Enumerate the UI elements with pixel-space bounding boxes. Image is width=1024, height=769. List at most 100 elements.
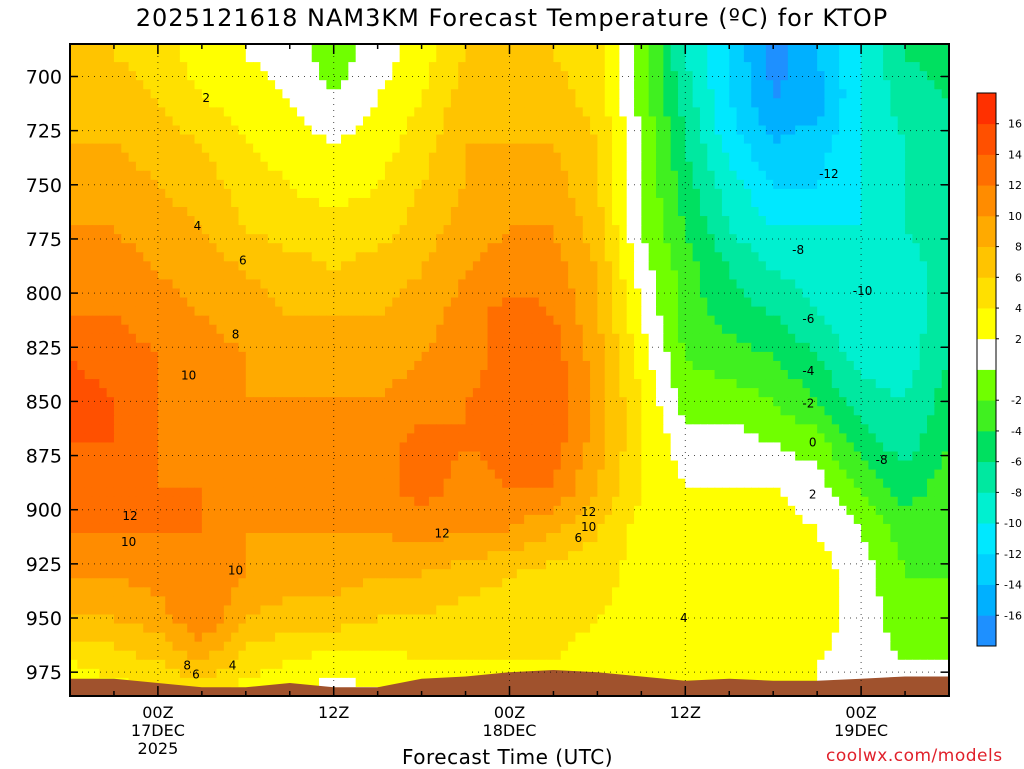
heatmap-cell: [934, 324, 943, 335]
heatmap-cell: [905, 370, 913, 380]
heatmap-cell: [319, 234, 327, 244]
heatmap-cell: [326, 170, 335, 181]
heatmap-cell: [282, 62, 291, 72]
heatmap-cell: [465, 225, 474, 235]
heatmap-cell: [326, 207, 335, 217]
heatmap-cell: [516, 415, 525, 425]
heatmap-cell: [392, 243, 401, 253]
heatmap-cell: [121, 406, 130, 416]
heatmap-cell: [465, 252, 474, 262]
heatmap-cell: [604, 170, 613, 181]
heatmap-cell: [70, 360, 78, 371]
heatmap-cell: [736, 53, 745, 63]
heatmap-cell: [575, 288, 584, 299]
heatmap-cell: [941, 207, 949, 217]
heatmap-cell: [399, 261, 408, 271]
heatmap-cell: [187, 315, 196, 326]
heatmap-cell: [736, 324, 745, 335]
heatmap-cell: [641, 207, 650, 217]
heatmap-cell: [560, 234, 569, 244]
heatmap-cell: [494, 71, 503, 81]
heatmap-cell: [282, 152, 291, 163]
heatmap-cell: [897, 170, 906, 181]
heatmap-cell: [897, 80, 906, 90]
heatmap-cell: [824, 315, 833, 326]
heatmap-cell: [861, 143, 870, 154]
heatmap-cell: [106, 234, 115, 244]
heatmap-cell: [553, 197, 562, 208]
heatmap-cell: [392, 279, 401, 290]
heatmap-cell: [677, 71, 686, 81]
heatmap-cell: [428, 152, 437, 163]
heatmap-cell: [817, 297, 826, 308]
heatmap-cell: [736, 333, 745, 344]
heatmap-cell: [809, 397, 818, 407]
heatmap-cell: [436, 324, 445, 335]
heatmap-cell: [765, 333, 774, 344]
heatmap-cell: [568, 179, 577, 190]
heatmap-cell: [458, 333, 467, 344]
heatmap-cell: [106, 415, 115, 425]
heatmap-cell: [809, 288, 818, 299]
heatmap-cell: [399, 315, 408, 326]
heatmap-cell: [685, 397, 694, 407]
heatmap-cell: [84, 62, 93, 72]
heatmap-cell: [714, 315, 723, 326]
heatmap-cell: [245, 161, 254, 172]
heatmap-cell: [377, 370, 386, 380]
heatmap-cell: [927, 370, 935, 380]
heatmap-cell: [553, 397, 562, 407]
heatmap-cell: [670, 360, 679, 371]
heatmap-cell: [568, 197, 577, 208]
heatmap-cell: [209, 360, 218, 371]
heatmap-cell: [927, 161, 935, 172]
heatmap-cell: [172, 80, 181, 90]
heatmap-cell: [121, 62, 130, 72]
heatmap-cell: [275, 62, 284, 72]
heatmap-cell: [927, 134, 935, 145]
heatmap-cell: [282, 134, 291, 145]
heatmap-cell: [436, 216, 445, 226]
heatmap-cell: [450, 315, 459, 326]
heatmap-cell: [685, 107, 694, 118]
heatmap-cell: [590, 234, 598, 244]
heatmap-cell: [201, 44, 210, 54]
heatmap-cell: [824, 360, 833, 371]
heatmap-cell: [721, 397, 730, 407]
heatmap-cell: [304, 107, 313, 118]
heatmap-cell: [319, 351, 327, 362]
heatmap-cell: [707, 297, 716, 308]
heatmap-cell: [604, 98, 613, 108]
heatmap-cell: [648, 279, 657, 290]
heatmap-cell: [121, 333, 130, 344]
heatmap-cell: [560, 216, 569, 226]
heatmap-cell: [487, 360, 496, 371]
heatmap-cell: [582, 152, 591, 163]
heatmap-cell: [619, 44, 628, 54]
heatmap-cell: [692, 342, 701, 353]
heatmap-cell: [231, 225, 240, 235]
heatmap-cell: [802, 161, 811, 172]
heatmap-cell: [597, 179, 606, 190]
heatmap-cell: [282, 270, 291, 281]
heatmap-cell: [721, 125, 730, 136]
heatmap-cell: [699, 306, 708, 317]
heatmap-cell: [260, 388, 269, 398]
heatmap-cell: [831, 342, 840, 353]
heatmap-cell: [765, 279, 774, 290]
heatmap-cell: [135, 80, 144, 90]
heatmap-cell: [106, 243, 115, 253]
heatmap-cell: [275, 71, 284, 81]
heatmap-cell: [612, 89, 620, 99]
heatmap-cell: [377, 134, 386, 145]
heatmap-cell: [634, 279, 642, 290]
heatmap-cell: [502, 134, 511, 145]
heatmap-cell: [348, 306, 357, 317]
heatmap-cell: [238, 288, 247, 299]
heatmap-cell: [795, 80, 804, 90]
heatmap-cell: [619, 406, 628, 416]
heatmap-cell: [70, 379, 78, 389]
heatmap-cell: [861, 360, 870, 371]
heatmap-cell: [699, 406, 708, 416]
heatmap-cell: [121, 152, 130, 163]
